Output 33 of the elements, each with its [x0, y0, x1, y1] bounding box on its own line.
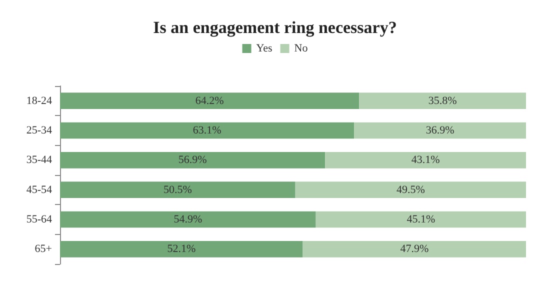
data-label: 63.1% [192, 124, 222, 136]
y-tick-label: 55-64 [26, 214, 52, 226]
bar [295, 182, 526, 198]
data-label: 45.1% [406, 214, 436, 226]
data-label: 64.2% [195, 94, 224, 107]
y-tick-label: 45-54 [26, 184, 52, 196]
bar [60, 182, 296, 198]
bar [316, 211, 526, 228]
data-label: 50.5% [163, 184, 192, 196]
bar [60, 122, 354, 139]
data-label: 54.9% [174, 214, 202, 226]
data-label: 43.1% [411, 154, 440, 166]
y-tick-label: 25-34 [26, 124, 52, 136]
data-label: 49.5% [396, 184, 425, 196]
chart-title: Is an engagement ring necessary? [153, 18, 397, 37]
y-tick-label: 35-44 [26, 154, 52, 166]
data-label: 52.1% [167, 243, 196, 256]
legend-label: No [294, 42, 308, 54]
data-label: 36.9% [426, 124, 454, 136]
bar [325, 152, 526, 168]
y-tick-label: 18-24 [26, 94, 52, 107]
bar [60, 92, 360, 109]
bar [60, 241, 303, 258]
bar [302, 241, 526, 258]
bar [60, 211, 316, 228]
data-label: 47.9% [400, 243, 429, 256]
bar [354, 122, 526, 139]
y-tick-label: 65+ [34, 243, 52, 256]
bar [359, 92, 526, 109]
data-label: 35.8% [428, 94, 457, 107]
data-label: 56.9% [178, 154, 207, 166]
bar [60, 152, 326, 168]
legend-label: Yes [256, 42, 272, 54]
